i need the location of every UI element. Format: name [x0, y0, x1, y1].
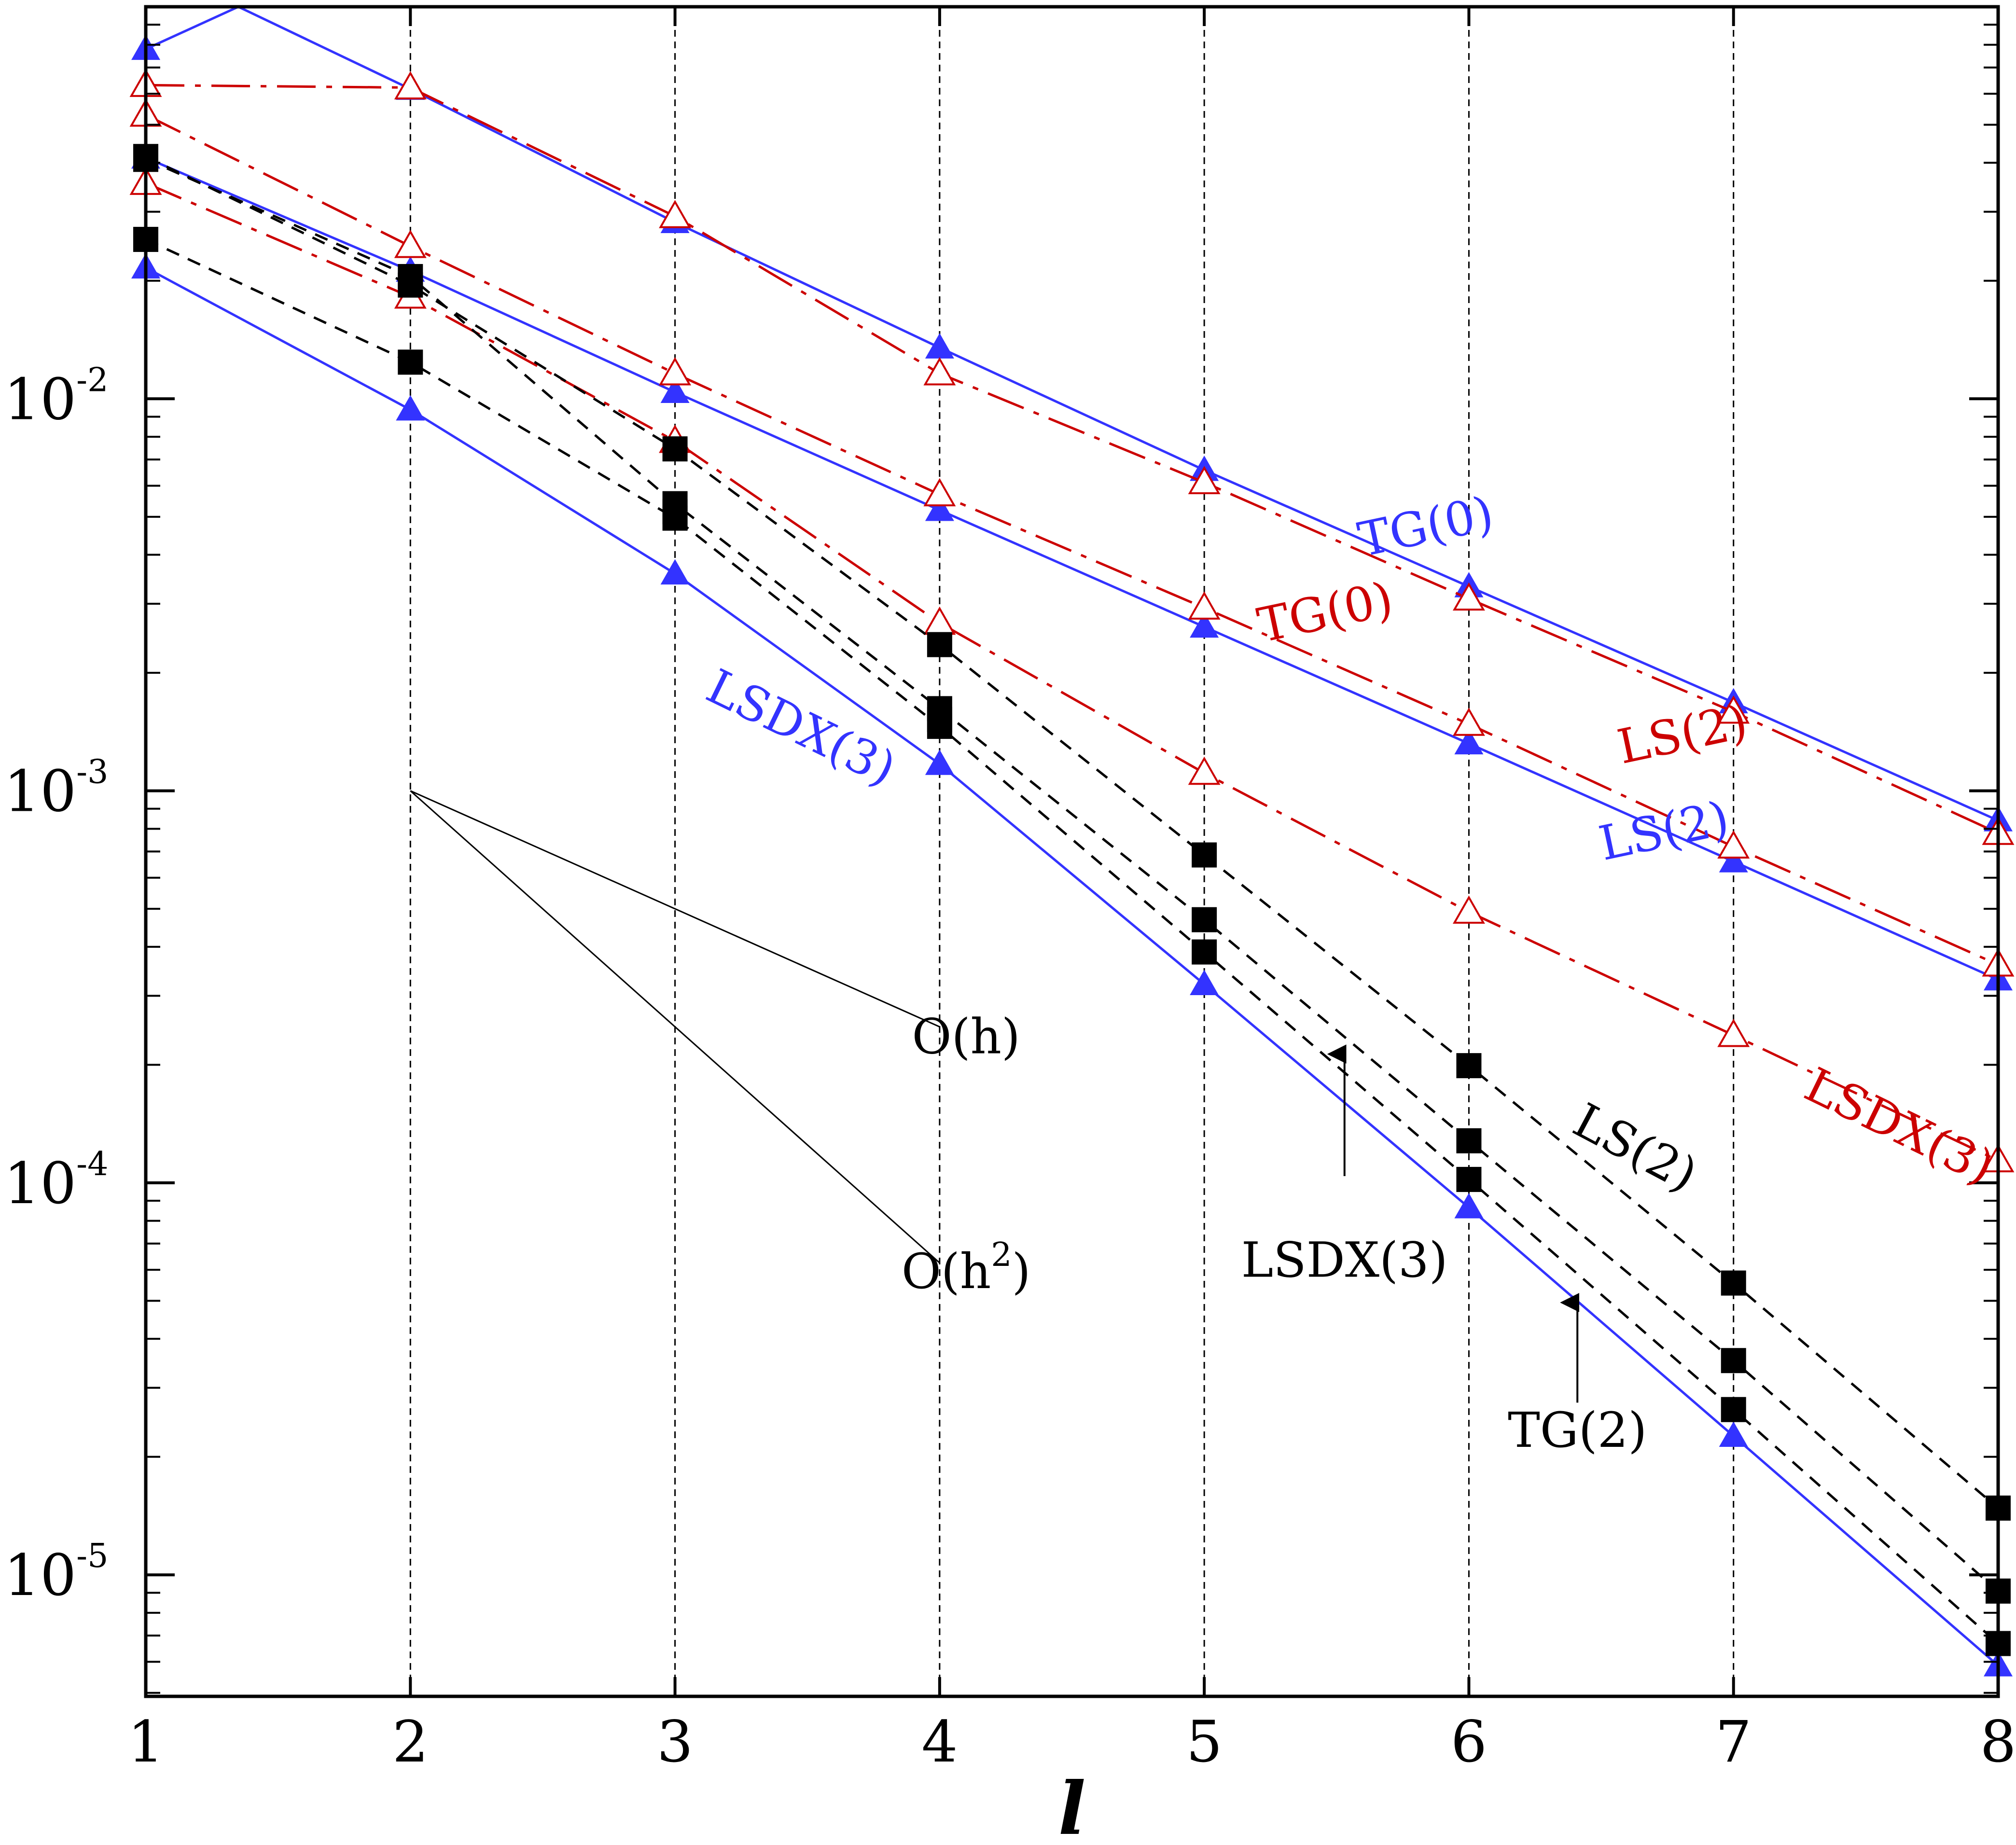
marker-lsdx-3-blue-4	[1190, 970, 1219, 995]
marker-lsdx-3-black-6	[1721, 1270, 1746, 1296]
annotation-label-0: O(h)	[912, 1008, 1020, 1065]
marker-ls-2-blue-3	[925, 495, 954, 521]
marker-lsdx-3-red-6	[1717, 1018, 1750, 1047]
series-line-lsdx-3-blue	[145, 266, 1999, 1666]
series-label-5: LSDX(3)	[1796, 1057, 2002, 1195]
marker-ls-2-blue-2	[660, 377, 690, 403]
marker-lsdx-3-blue-2	[660, 559, 690, 585]
marker-lsdx-3-red-5	[1452, 895, 1485, 924]
marker-tg-0-red-5	[1452, 582, 1485, 611]
slope-line-1	[410, 790, 940, 1263]
marker-lsdx-3-blue-3	[925, 749, 954, 775]
marker-ls-2-red-2	[659, 357, 692, 386]
marker-ls-2-red-4	[1188, 591, 1221, 620]
marker-ls-2-blue-5	[1454, 729, 1484, 755]
marker-ls-2-blue-6	[1719, 847, 1748, 873]
marker-tg-0-red-1	[394, 71, 427, 100]
annotation-label-3: TG(2)	[1508, 1402, 1647, 1458]
marker-ls-2-red-3	[923, 478, 956, 507]
series-line-lsdx-3-red	[145, 182, 1999, 1162]
marker-ls-2-red-6	[1717, 830, 1750, 859]
series-line-ls-2-red	[145, 113, 1999, 966]
marker-tg-2-black-5	[1456, 1166, 1482, 1192]
marker-tg-0-red-3	[923, 357, 956, 386]
marker-tg-0-red-4	[1188, 466, 1221, 495]
y-tick-label: 10-4	[4, 1145, 108, 1217]
series-label-0: TG(0)	[1353, 486, 1498, 568]
annotation-label-2: LSDX(3)	[1241, 1232, 1448, 1288]
marker-ls-2-red-1	[394, 230, 427, 258]
y-tick-label: 10-3	[4, 753, 108, 825]
series-line-tg-2-black	[145, 238, 1999, 1645]
marker-ls-2-black-4	[1192, 907, 1217, 932]
reference-slopes	[410, 790, 940, 1263]
marker-tg-2-black-4	[1192, 939, 1217, 965]
marker-ls-2-black-1	[398, 264, 423, 290]
marker-lsdx-3-blue-1	[396, 395, 425, 421]
marker-lsdx-3-red-3	[923, 606, 956, 635]
annotation-label-1: O(h2)	[902, 1236, 1031, 1300]
marker-lsdx-3-blue-6	[1719, 1421, 1748, 1447]
marker-ls-2-red-5	[1452, 707, 1485, 736]
x-tick-label: 8	[1980, 1708, 2016, 1775]
marker-tg-2-black-1	[398, 349, 423, 375]
marker-ls-2-blue-4	[1190, 612, 1219, 638]
marker-extra-black-squares-2	[927, 707, 952, 732]
marker-lsdx-3-black-2	[662, 436, 688, 462]
series-label-6: LS(2)	[1564, 1093, 1706, 1203]
series-label-1: TG(0)	[1253, 571, 1398, 653]
x-tick-label: 4	[921, 1708, 958, 1775]
marker-lsdx-3-red-4	[1188, 756, 1221, 785]
series-layer	[129, 5, 2015, 1677]
marker-tg-0-blue-4	[925, 333, 954, 359]
marker-lsdx-3-blue-5	[1454, 1193, 1484, 1219]
y-tick-label: 10-2	[4, 361, 108, 432]
x-tick-label: 7	[1715, 1708, 1752, 1775]
slope-line-0	[410, 790, 940, 1028]
series-label-3: LS(2)	[1594, 791, 1734, 872]
marker-lsdx-3-black-4	[1192, 842, 1217, 868]
axes: 1 2 3 4 5 6 7 8 10-2 10-3 10-4 10-5 l	[4, 5, 2016, 1845]
x-tick-label: 6	[1451, 1708, 1487, 1775]
marker-ls-2-black-6	[1721, 1348, 1746, 1373]
marker-lsdx-3-black-5	[1456, 1053, 1482, 1079]
series-line-tg-0-red	[145, 83, 1999, 834]
x-axis-title: l	[1058, 1766, 1086, 1845]
series-line-ls-2-blue	[145, 156, 1999, 981]
series-label-4: LSDX(3)	[698, 659, 904, 797]
x-tick-label: 2	[392, 1708, 429, 1775]
plot-frame	[144, 5, 2000, 1698]
marker-tg-0-red-2	[659, 200, 692, 228]
marker-ls-2-black-5	[1456, 1128, 1482, 1153]
marker-extra-black-squares-1	[662, 499, 688, 525]
marker-tg-0-red-6	[1717, 695, 1750, 724]
x-tick-label: 3	[657, 1708, 693, 1775]
marker-lsdx-3-black-3	[927, 632, 952, 657]
y-tick-label: 10-5	[4, 1537, 108, 1609]
series-label-2: LS(2)	[1613, 694, 1752, 775]
x-tick-label: 5	[1186, 1708, 1223, 1775]
series-line-ls-2-black	[145, 158, 1999, 1592]
marker-tg-2-black-6	[1721, 1397, 1746, 1422]
x-tick-label: 1	[127, 1708, 164, 1775]
